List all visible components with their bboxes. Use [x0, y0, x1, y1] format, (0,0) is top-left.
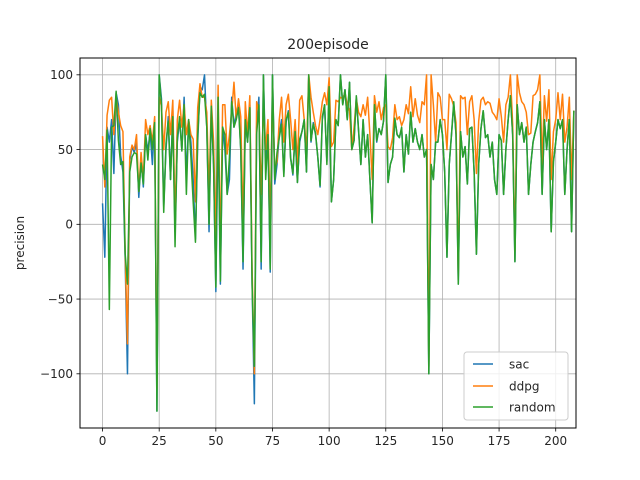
x-tick-label: 175 [488, 434, 511, 448]
legend-label-ddpg: ddpg [509, 380, 539, 394]
x-tick-label: 125 [374, 434, 397, 448]
legend: sac ddpg random [463, 351, 569, 421]
x-tick-label: 200 [544, 434, 567, 448]
y-tick-label: −100 [40, 367, 73, 381]
axis-ticks: 0 25 50 75 100 125 150 175 200 −100 −50 0 50 100 [40, 68, 567, 448]
legend-label-random: random [509, 401, 556, 415]
series-lines [101, 74, 575, 412]
series-line-random [101, 74, 575, 412]
legend-label-sac: sac [509, 358, 529, 372]
x-tick-label: 100 [318, 434, 341, 448]
x-tick-label: 25 [152, 434, 167, 448]
x-tick-label: 50 [208, 434, 223, 448]
legend-box [463, 351, 569, 421]
y-tick-label: 100 [50, 68, 73, 82]
y-tick-label: −50 [48, 292, 73, 306]
y-axis-label: precision [13, 216, 27, 270]
y-tick-label: 50 [58, 143, 73, 157]
x-tick-label: 150 [431, 434, 454, 448]
y-tick-label: 0 [65, 218, 73, 232]
plot-frame [79, 57, 577, 429]
x-tick-label: 75 [265, 434, 280, 448]
series-line-ddpg [101, 74, 575, 390]
x-tick-label: 0 [99, 434, 107, 448]
chart-title: 200episode [287, 37, 368, 53]
